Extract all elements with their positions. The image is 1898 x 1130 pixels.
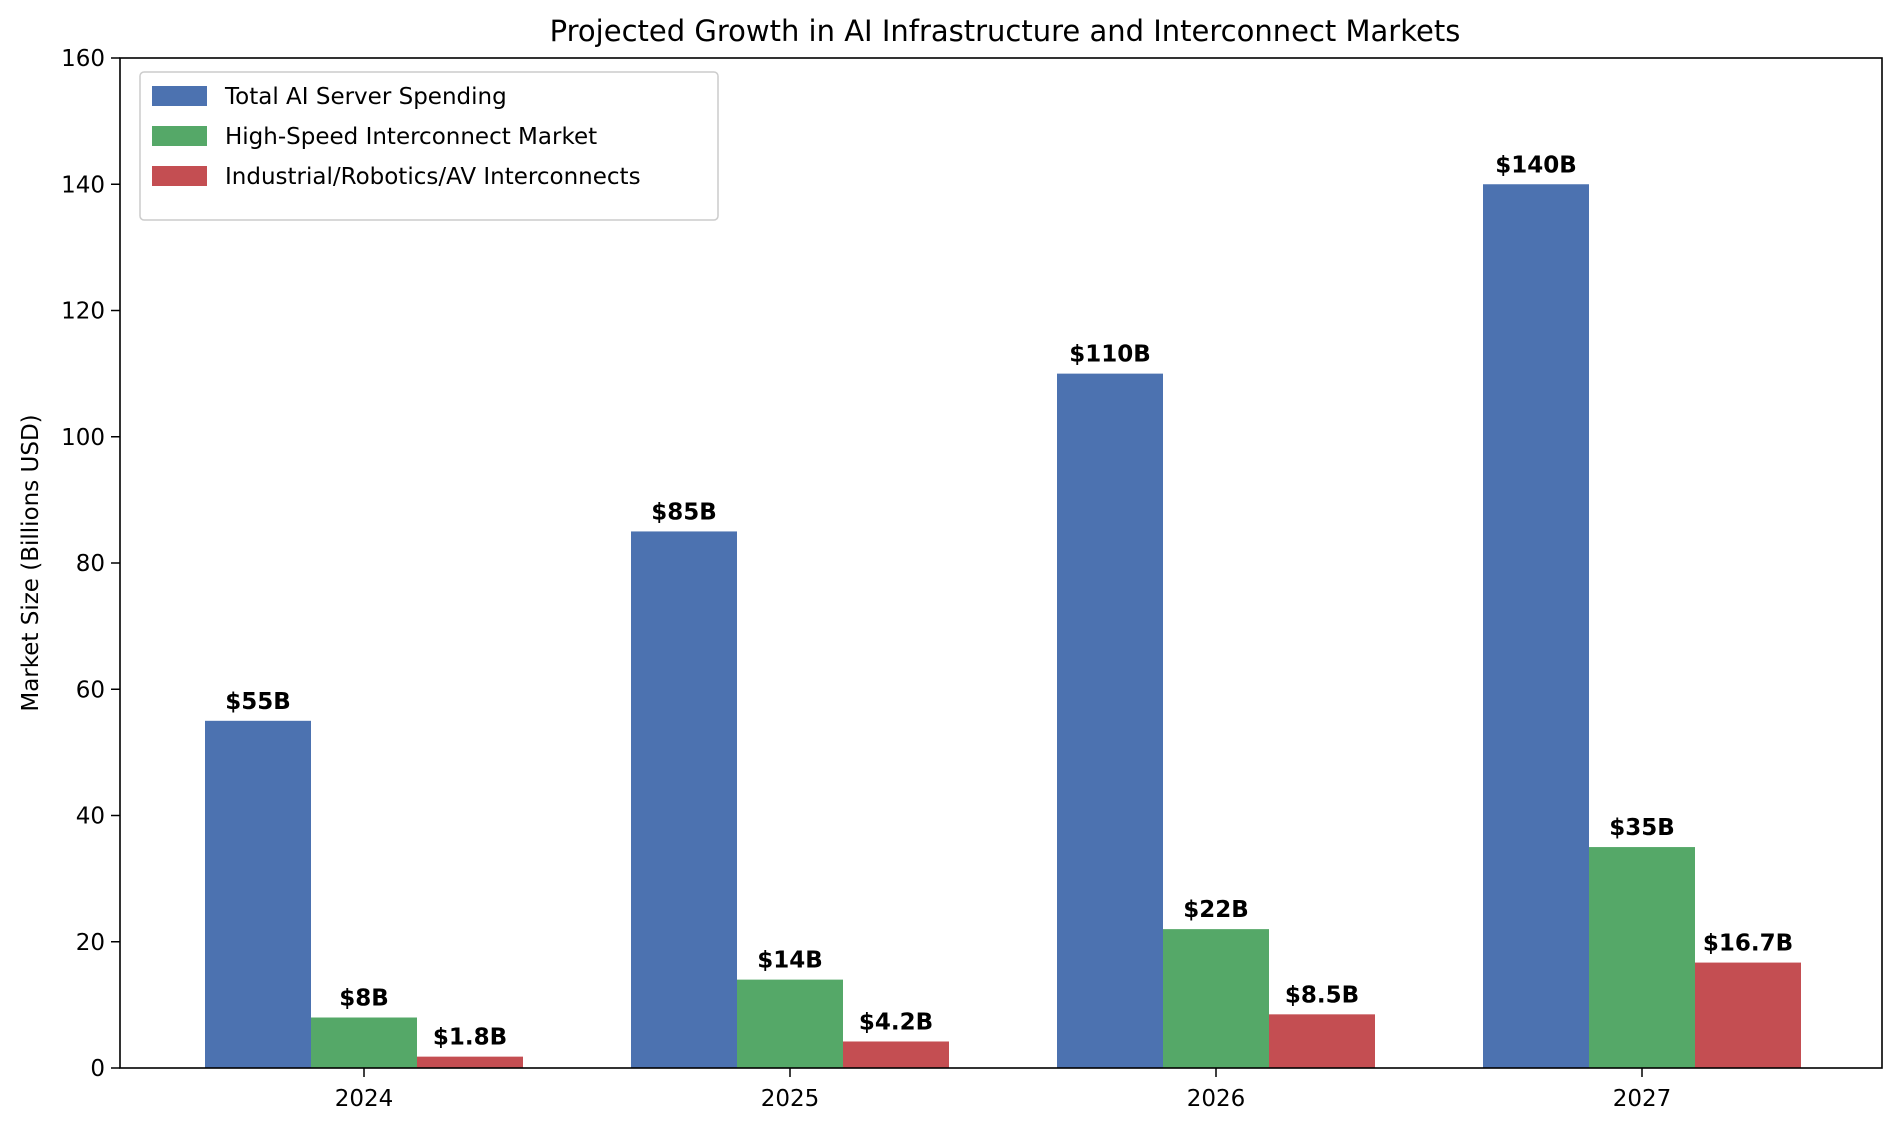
bars-layer — [205, 184, 1801, 1068]
bar-high-speed-interconnect-market-2025 — [737, 979, 843, 1068]
data-label: $110B — [1069, 342, 1151, 368]
x-tick-label: 2026 — [1187, 1086, 1246, 1112]
bar-industrial-robotics-av-interconnects-2025 — [843, 1041, 949, 1068]
bar-total-ai-server-spending-2026 — [1057, 373, 1163, 1068]
y-tick-label: 80 — [76, 551, 105, 577]
bar-high-speed-interconnect-market-2024 — [311, 1017, 417, 1068]
bar-industrial-robotics-av-interconnects-2026 — [1269, 1014, 1375, 1068]
bar-total-ai-server-spending-2024 — [205, 720, 311, 1068]
y-tick-label: 0 — [90, 1056, 105, 1082]
bar-total-ai-server-spending-2027 — [1483, 184, 1589, 1068]
bar-high-speed-interconnect-market-2026 — [1163, 929, 1269, 1068]
legend-swatch — [152, 166, 207, 186]
bar-industrial-robotics-av-interconnects-2027 — [1695, 962, 1801, 1068]
legend: Total AI Server Spending High-Speed Inter… — [139, 71, 719, 221]
data-label: $8.5B — [1285, 982, 1359, 1008]
axes-layer: 0 20 40 60 80 100 120 140 160 2024 2025 2026 2027 — [61, 46, 1883, 1112]
y-tick-label: 60 — [76, 677, 105, 703]
legend-swatch — [152, 126, 207, 146]
x-tick-label: 2025 — [761, 1086, 820, 1112]
legend-box — [139, 71, 719, 221]
bar-industrial-robotics-av-interconnects-2024 — [417, 1056, 523, 1068]
y-tick-label: 160 — [61, 46, 105, 72]
data-labels-layer: $55B $85B $110B $140B $8B $14B $22B $35B $1.8B $4… — [225, 152, 1793, 1050]
legend-swatch — [152, 86, 207, 106]
data-label: $8B — [339, 986, 389, 1012]
data-label: $55B — [225, 689, 291, 715]
y-tick-label: 40 — [76, 804, 105, 830]
bar-total-ai-server-spending-2025 — [631, 531, 737, 1068]
y-tick-label: 120 — [61, 299, 105, 325]
chart-title: Projected Growth in AI Infrastructure an… — [550, 14, 1461, 48]
x-tick-label: 2024 — [335, 1086, 394, 1112]
data-label: $22B — [1183, 897, 1249, 923]
data-label: $35B — [1609, 815, 1675, 841]
y-tick-label: 140 — [61, 172, 105, 198]
y-tick-label: 100 — [61, 425, 105, 451]
data-label: $14B — [757, 948, 823, 974]
data-label: $140B — [1495, 152, 1577, 178]
legend-label: High-Speed Interconnect Market — [225, 124, 597, 150]
y-tick-label: 20 — [76, 930, 105, 956]
legend-label: Total AI Server Spending — [224, 84, 507, 110]
data-label: $85B — [651, 499, 717, 525]
data-label: $1.8B — [433, 1025, 507, 1051]
data-label: $4.2B — [859, 1009, 933, 1035]
x-tick-label: 2027 — [1613, 1086, 1672, 1112]
data-label: $16.7B — [1703, 931, 1793, 957]
y-axis-label: Market Size (Billions USD) — [18, 414, 44, 711]
legend-label: Industrial/Robotics/AV Interconnects — [225, 164, 641, 190]
bar-high-speed-interconnect-market-2027 — [1589, 847, 1695, 1068]
